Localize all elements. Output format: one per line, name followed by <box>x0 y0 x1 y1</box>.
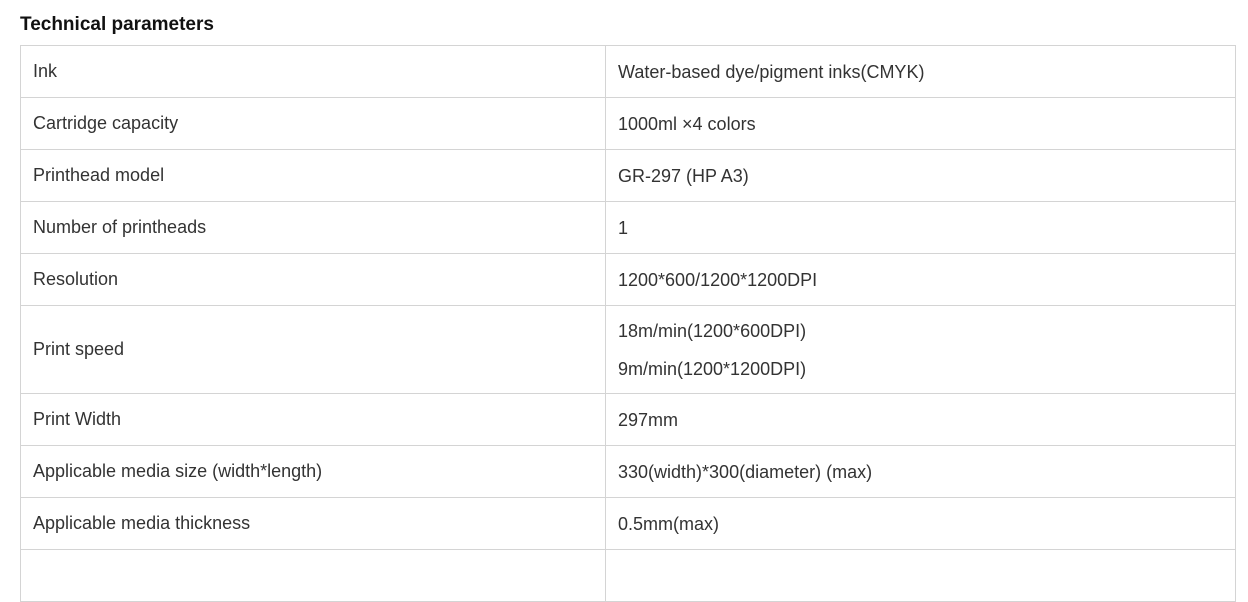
param-value-line: 1200*600/1200*1200DPI <box>618 269 818 290</box>
param-value-line: Water-based dye/pigment inks(CMYK) <box>618 61 925 82</box>
param-value: Water-based dye/pigment inks(CMYK) <box>605 45 1236 98</box>
param-value: 18m/min(1200*600DPI) 9m/min(1200*1200DPI) <box>605 305 1236 394</box>
table-row: Print speed 18m/min(1200*600DPI) 9m/min(12… <box>20 305 1236 394</box>
param-value-line: 1 <box>618 217 629 238</box>
param-label <box>20 549 606 602</box>
param-value: 297mm <box>605 393 1236 446</box>
param-label: Number of printheads <box>20 201 606 254</box>
table-row: Number of printheads 1 <box>20 201 1236 254</box>
param-label: Cartridge capacity <box>20 97 606 150</box>
technical-parameters-table: Ink Water-based dye/pigment inks(CMYK) Car… <box>20 45 1236 602</box>
table-row: Print Width 297mm <box>20 393 1236 446</box>
param-value-line: 1000ml ×4 colors <box>618 113 756 134</box>
table-row: Printhead model GR-297 (HP A3) <box>20 149 1236 202</box>
param-value-line: 9m/min(1200*1200DPI) <box>618 358 807 379</box>
param-value-line: GR-297 (HP A3) <box>618 165 749 186</box>
param-value <box>605 549 1236 602</box>
param-value: GR-297 (HP A3) <box>605 149 1236 202</box>
param-value: 1 <box>605 201 1236 254</box>
param-label: Resolution <box>20 253 606 306</box>
param-value-line: 297mm <box>618 409 679 430</box>
param-label: Print speed <box>20 305 606 394</box>
table-row: Applicable media size (width*length) 330(… <box>20 445 1236 498</box>
table-row: Ink Water-based dye/pigment inks(CMYK) <box>20 45 1236 98</box>
param-value-line: 330(width)*300(diameter) (max) <box>618 461 873 482</box>
table-row <box>20 549 1236 602</box>
param-value: 1000ml ×4 colors <box>605 97 1236 150</box>
param-value: 0.5mm(max) <box>605 497 1236 550</box>
table-row: Resolution 1200*600/1200*1200DPI <box>20 253 1236 306</box>
param-label: Print Width <box>20 393 606 446</box>
param-value-line: 0.5mm(max) <box>618 513 720 534</box>
page-title: Technical parameters <box>20 14 214 35</box>
table-row: Cartridge capacity 1000ml ×4 colors <box>20 97 1236 150</box>
spec-table-body: Ink Water-based dye/pigment inks(CMYK) Car… <box>20 45 1236 602</box>
param-value: 330(width)*300(diameter) (max) <box>605 445 1236 498</box>
param-value: 1200*600/1200*1200DPI <box>605 253 1236 306</box>
param-label: Printhead model <box>20 149 606 202</box>
param-label: Ink <box>20 45 606 98</box>
param-value-line: 18m/min(1200*600DPI) <box>618 320 807 341</box>
table-row: Applicable media thickness 0.5mm(max) <box>20 497 1236 550</box>
param-label: Applicable media size (width*length) <box>20 445 606 498</box>
param-label: Applicable media thickness <box>20 497 606 550</box>
